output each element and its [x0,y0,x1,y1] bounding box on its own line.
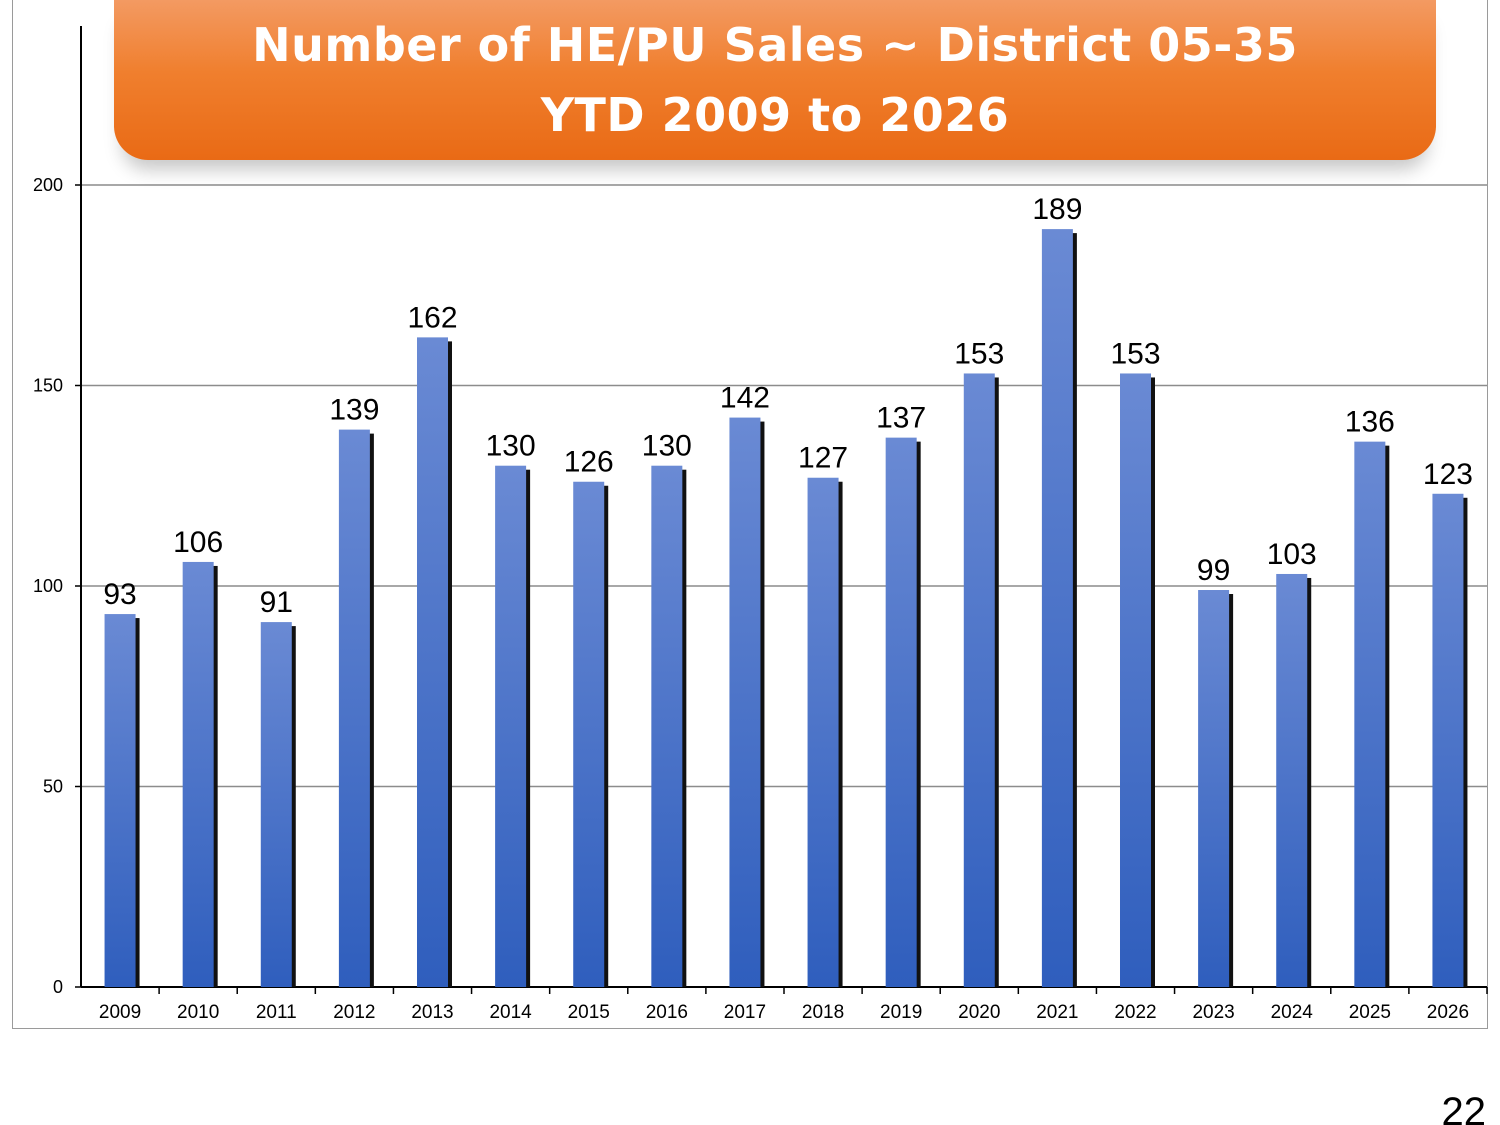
data-label-2013: 162 [407,301,457,334]
data-label-2017: 142 [720,382,770,415]
bar-2023 [1198,590,1230,987]
bars [104,229,1468,988]
chart-title-line-2: YTD 2009 to 2026 [540,88,1010,142]
bar-2017 [729,417,761,988]
bar-2019 [885,437,917,987]
y-tick-label: 0 [53,977,63,997]
bar-2014 [495,465,527,987]
x-tick-label-2020: 2020 [958,1002,1000,1023]
x-tick-label-2017: 2017 [724,1002,766,1023]
bar-2010 [182,561,214,987]
x-tick-label-2013: 2013 [411,1002,453,1023]
data-label-2023: 99 [1197,554,1230,587]
data-label-2018: 127 [798,442,848,475]
bar-2009 [104,614,136,987]
x-tick-label-2015: 2015 [568,1002,610,1023]
bar-2026 [1432,493,1464,987]
bar-2021 [1041,229,1073,988]
bar-2015 [573,481,605,987]
x-tick-label-2014: 2014 [489,1002,532,1023]
x-tick-label-2026: 2026 [1427,1002,1469,1023]
x-tick-label-2011: 2011 [256,1002,297,1023]
data-label-2010: 106 [173,526,223,559]
bar-chart: 93 106 91 139 162 130 126 130 142 127 137 153 189 153… [33,26,1488,1023]
gridlines [81,184,1487,788]
bar-2025 [1354,441,1386,987]
data-label-2022: 153 [1110,337,1160,370]
data-label-2020: 153 [954,337,1004,370]
x-tick-label-2024: 2024 [1271,1002,1314,1023]
x-tick-label-2012: 2012 [333,1002,375,1023]
data-label-2025: 136 [1345,406,1395,439]
bar-2018 [807,477,839,987]
bar-2016 [651,465,683,987]
tick-labels: 0 50 100 150 200 2009 2010 2011 2012 2013 2014 2015… [33,175,1469,1023]
x-tick-label-2023: 2023 [1192,1002,1234,1023]
bar-2012 [338,429,370,987]
y-tick-label: 200 [33,175,63,195]
x-tick-label-2019: 2019 [880,1002,922,1023]
data-label-2014: 130 [486,430,536,463]
chart-title-banner: Number of HE/PU Sales ~ District 05-35 Y… [114,0,1436,160]
axes [75,26,1488,994]
x-tick-label-2016: 2016 [646,1002,688,1023]
data-label-2024: 103 [1267,538,1317,571]
x-tick-label-2021: 2021 [1036,1002,1078,1023]
data-label-2021: 189 [1032,193,1082,226]
data-labels: 93 106 91 139 162 130 126 130 142 127 137 153 189 153… [103,193,1473,619]
x-tick-label-2025: 2025 [1349,1002,1391,1023]
y-tick-label: 50 [43,777,63,797]
bar-2022 [1120,373,1151,988]
page-number: 22 [1441,1090,1487,1125]
x-tick-label-2018: 2018 [802,1002,844,1023]
data-label-2009: 93 [103,578,136,611]
data-label-2016: 130 [642,430,692,463]
y-tick-label: 150 [33,376,63,396]
bar-2011 [260,622,292,987]
data-label-2026: 123 [1423,458,1473,491]
x-tick-label-2009: 2009 [99,1002,141,1023]
chart-title-line-1: Number of HE/PU Sales ~ District 05-35 [252,18,1298,72]
data-label-2011: 91 [260,586,293,619]
x-tick-label-2022: 2022 [1114,1002,1156,1023]
bar-2024 [1276,573,1308,987]
y-tick-label: 100 [33,576,63,596]
chart-frame: 93 106 91 139 162 130 126 130 142 127 137 153 189 153… [12,0,1488,1029]
bar-2013 [417,337,448,987]
data-label-2015: 126 [564,446,614,479]
x-tick-label-2010: 2010 [177,1002,219,1023]
data-label-2012: 139 [329,394,379,427]
data-label-2019: 137 [876,402,926,435]
bar-2020 [963,373,995,988]
